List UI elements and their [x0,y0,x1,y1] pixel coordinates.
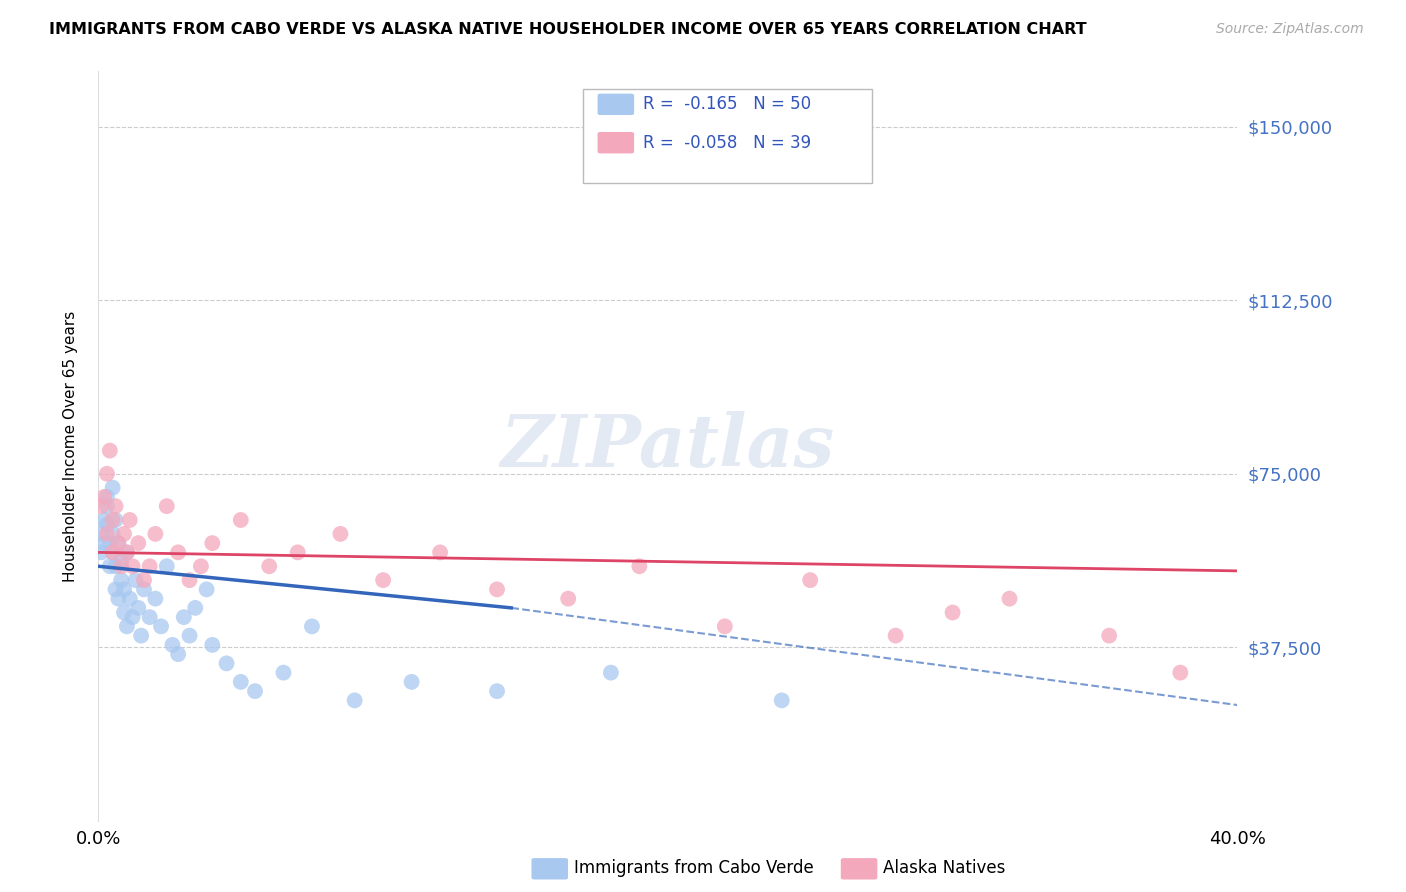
Point [127,600,149,615]
Point [96,527,118,541]
Point [201,638,224,652]
Point [101,545,124,559]
Point [229,513,252,527]
Point [190,559,212,574]
Text: ZIPatlas: ZIPatlas [501,410,835,482]
Point [770,693,793,707]
Point [179,629,201,643]
Point [110,573,132,587]
Point [329,527,352,541]
Point [90,499,112,513]
Point [121,559,143,574]
Point [96,517,118,532]
Point [486,684,509,698]
Point [96,467,118,481]
Text: IMMIGRANTS FROM CABO VERDE VS ALASKA NATIVE HOUSEHOLDER INCOME OVER 65 YEARS COR: IMMIGRANTS FROM CABO VERDE VS ALASKA NAT… [49,22,1087,37]
Point [998,591,1021,606]
Point [1098,629,1121,643]
Point [373,573,395,587]
Point [90,527,112,541]
Point [107,591,129,606]
Point [1170,665,1192,680]
Text: Alaska Natives: Alaska Natives [883,859,1005,877]
Point [401,674,423,689]
Point [273,665,295,680]
Point [101,481,124,495]
Point [104,513,127,527]
Point [124,573,146,587]
Point [173,610,195,624]
Point [112,606,135,620]
Point [132,582,155,597]
Point [127,536,149,550]
Point [129,629,152,643]
Point [107,536,129,550]
Point [145,527,167,541]
Y-axis label: Householder Income Over 65 years: Householder Income Over 65 years [63,310,77,582]
Point [156,559,179,574]
Point [201,536,224,550]
Point [112,582,135,597]
Point [167,647,190,661]
Point [243,684,266,698]
Point [104,499,127,513]
Point [115,545,138,559]
Point [101,513,124,527]
Point [118,591,141,606]
Point [110,559,132,574]
Point [628,559,651,574]
Text: R =  -0.165   N = 50: R = -0.165 N = 50 [643,95,811,113]
Point [195,582,218,597]
Point [98,536,121,550]
Point [107,536,129,550]
Point [138,559,160,574]
Point [115,619,138,633]
Point [179,573,201,587]
Point [486,582,509,597]
Point [115,545,138,559]
Point [104,559,127,574]
Point [343,693,366,707]
Point [162,638,184,652]
Point [132,573,155,587]
Point [121,610,143,624]
Point [799,573,821,587]
Point [118,513,141,527]
Point [90,545,112,559]
Point [93,490,115,504]
Point [101,545,124,559]
Point [287,545,309,559]
Point [96,499,118,513]
Point [942,606,965,620]
Point [429,545,451,559]
Point [96,490,118,504]
Point [104,582,127,597]
Point [145,591,167,606]
Point [98,443,121,458]
Point [112,527,135,541]
Point [101,527,124,541]
Point [110,555,132,569]
Point [93,513,115,527]
Point [98,559,121,574]
Point [150,619,173,633]
Text: Source: ZipAtlas.com: Source: ZipAtlas.com [1216,22,1364,37]
Point [884,629,907,643]
Point [557,591,579,606]
Point [167,545,190,559]
Point [215,657,238,671]
Point [259,559,281,574]
Point [229,674,252,689]
Text: R =  -0.058   N = 39: R = -0.058 N = 39 [643,134,811,152]
Point [600,665,623,680]
Point [184,600,207,615]
Point [138,610,160,624]
Point [93,536,115,550]
Point [156,499,179,513]
Point [714,619,737,633]
Point [301,619,323,633]
Text: Immigrants from Cabo Verde: Immigrants from Cabo Verde [574,859,814,877]
